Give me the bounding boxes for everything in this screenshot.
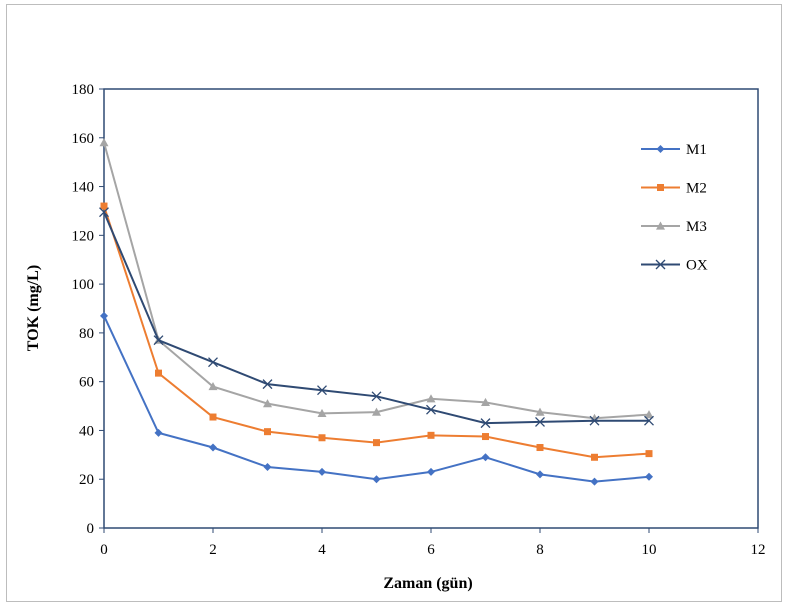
data-point-m3: [481, 397, 490, 406]
x-tick-label: 10: [642, 542, 657, 558]
legend-label: M1: [686, 142, 707, 158]
legend-marker: [657, 184, 664, 191]
data-point-ox: [589, 415, 600, 426]
data-point-m2: [482, 433, 489, 441]
data-point-m2: [645, 450, 653, 458]
data-point-m2: [373, 439, 380, 447]
data-point-m1: [590, 477, 599, 486]
data-point-m1: [645, 472, 653, 481]
series-m2: [100, 202, 653, 461]
data-point-ox: [208, 357, 218, 368]
legend-marker: [656, 145, 665, 153]
y-tick-label: 100: [72, 277, 95, 293]
legend-marker: [655, 259, 666, 270]
data-point-m3: [535, 407, 545, 416]
data-point-m3: [426, 394, 436, 403]
plot-area: [103, 88, 759, 529]
series-m3: [99, 138, 654, 422]
y-tick-label: 60: [79, 375, 94, 391]
data-point-m3: [208, 382, 218, 391]
y-tick-label: 0: [87, 521, 95, 537]
series-ox: [99, 207, 654, 429]
y-tick-label: 80: [79, 326, 94, 342]
data-point-m3: [372, 407, 381, 416]
data-point-ox: [644, 415, 654, 426]
legend-label: M3: [686, 219, 707, 235]
data-point-ox: [317, 385, 327, 396]
data-point-m2: [591, 453, 598, 461]
data-point-m1: [318, 467, 326, 476]
data-point-m3: [263, 399, 272, 408]
y-tick-label: 140: [72, 180, 95, 196]
x-tick-label: 8: [536, 542, 544, 558]
legend-item-ox: OX: [641, 258, 708, 274]
series-lines: [99, 138, 654, 486]
legend: M1 M2 M3 OX: [641, 142, 708, 274]
data-point-m1: [263, 463, 272, 472]
plot-border: [103, 88, 759, 529]
legend-item-m1: M1: [641, 142, 707, 158]
data-point-ox: [426, 404, 436, 415]
data-point-m1: [427, 467, 435, 476]
data-point-ox: [153, 335, 164, 346]
y-axis-ticks: 0 20 40 60 80 100 120 140 160 180: [72, 82, 104, 537]
data-point-ox: [371, 391, 382, 402]
data-point-m1: [154, 428, 163, 437]
series-line-m1: [103, 315, 650, 483]
x-tick-label: 12: [751, 542, 766, 558]
data-point-m2: [264, 428, 271, 436]
data-point-m1: [100, 311, 108, 320]
data-point-m2: [536, 444, 544, 452]
y-tick-label: 40: [79, 423, 94, 439]
data-point-m1: [536, 470, 544, 479]
data-point-ox: [262, 379, 273, 390]
data-point-m3: [317, 408, 327, 417]
y-tick-label: 180: [72, 82, 95, 98]
legend-item-m3: M3: [641, 219, 707, 235]
series-m1: [100, 311, 653, 486]
y-tick-label: 20: [79, 472, 94, 488]
data-point-ox: [535, 416, 545, 427]
series-line-m3: [103, 142, 650, 420]
x-tick-label: 6: [427, 542, 435, 558]
data-point-m3: [99, 138, 109, 147]
data-point-m2: [209, 413, 217, 421]
data-point-m2: [155, 369, 162, 377]
data-point-m3: [644, 410, 654, 419]
x-axis-ticks: 0 2 4 6 8 10 12: [100, 528, 766, 558]
legend-label: M2: [686, 181, 707, 197]
legend-label: OX: [686, 258, 708, 274]
x-tick-label: 2: [209, 542, 217, 558]
data-point-ox: [480, 418, 491, 429]
data-point-m2: [427, 431, 435, 439]
series-line-ox: [103, 211, 649, 425]
data-point-m2: [100, 202, 108, 210]
data-point-ox: [99, 207, 109, 218]
data-point-m1: [209, 443, 217, 452]
data-point-m1: [372, 475, 381, 484]
legend-item-m2: M2: [641, 181, 707, 197]
x-tick-label: 4: [318, 542, 326, 558]
legend-marker: [656, 221, 665, 230]
y-axis-title: TOK (mg/L): [25, 265, 42, 351]
series-line-m2: [103, 205, 650, 459]
x-tick-label: 0: [100, 542, 108, 558]
data-point-m2: [318, 434, 326, 442]
x-axis-title: Zaman (gün): [383, 575, 472, 592]
data-point-m1: [481, 453, 490, 462]
y-tick-label: 120: [72, 228, 95, 244]
y-tick-label: 160: [72, 131, 95, 147]
